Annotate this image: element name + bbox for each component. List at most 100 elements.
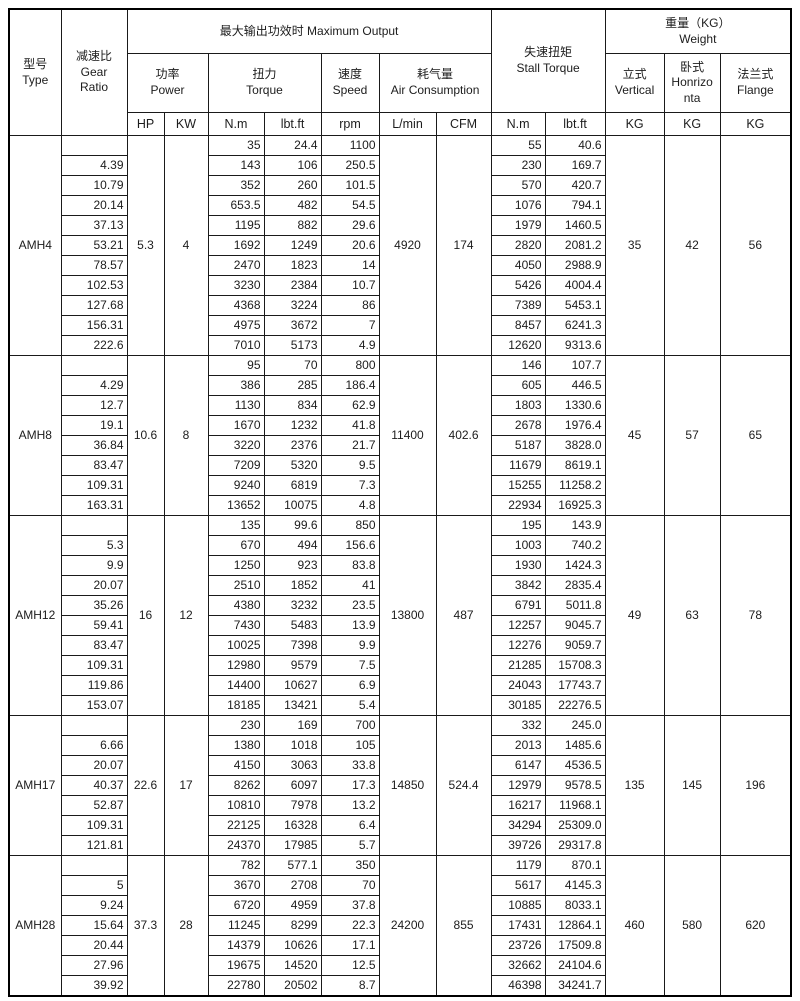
header-weight: 重量（KG） Weight: [604, 8, 792, 54]
torque-nm-cell: 2470: [207, 255, 265, 276]
stall-lbtft-cell: 9313.6: [544, 335, 606, 356]
torque-nm-cell: 4150: [207, 755, 265, 776]
torque-lbtft-cell: 882: [263, 215, 322, 236]
stall-lbtft-cell: 6241.3: [544, 315, 606, 336]
table-row: 109.31 12980 9579 7.5 21285 15708.3: [9, 655, 791, 676]
torque-lbtft-cell: 13421: [263, 695, 322, 716]
stall-lbtft-cell: 40.6: [544, 135, 606, 156]
power-hp-cell: 22.6: [126, 715, 165, 856]
gear-ratio-cell: 127.68: [60, 295, 128, 316]
table-row: AMH4 5.3 4 35 24.4 1100 4920 174 55 40.6 35 42 56: [8, 135, 792, 356]
torque-lbtft-cell: 494: [263, 535, 322, 556]
gear-ratio-cell: 78.57: [60, 255, 128, 276]
air-cfm-cell: 855: [435, 855, 492, 997]
torque-nm-cell: 230: [207, 715, 265, 736]
table-row: 39.92 22780 20502 8.7 46398 34241.7: [9, 975, 791, 997]
torque-nm-cell: 11245: [207, 915, 265, 936]
gear-ratio-cell: 109.31: [60, 655, 128, 676]
gear-ratio-cell: 83.47: [60, 455, 128, 476]
torque-nm-cell: 653.5: [207, 195, 265, 216]
gear-ratio-cell: 119.86: [60, 675, 128, 696]
weight-flange-cell: 65: [719, 355, 792, 516]
stall-lbtft-cell: 22276.5: [544, 695, 606, 716]
spec-table: 型号 Type 减速比 Gear Ratio 最大输出功效时 Maximum O…: [8, 8, 793, 997]
stall-lbtft-cell: 9578.5: [544, 775, 606, 796]
stall-lbtft-cell: 794.1: [544, 195, 606, 216]
stall-lbtft-cell: 143.9: [544, 515, 606, 536]
torque-lbtft-cell: 10075: [263, 495, 322, 516]
gear-ratio-cell: 121.81: [60, 835, 128, 856]
power-hp-cell: 37.3: [126, 855, 165, 997]
stall-nm-cell: 12979: [490, 775, 546, 796]
table-row: 20.14 653.5 482 54.5 1076 794.1: [9, 195, 791, 216]
torque-lbtft-cell: 1852: [263, 575, 322, 596]
gear-ratio-cell: 20.44: [60, 935, 128, 956]
stall-nm-cell: 332: [490, 715, 546, 736]
torque-lbtft-cell: 24.4: [263, 135, 322, 156]
weight-vertical-cell: 135: [604, 715, 665, 856]
torque-nm-cell: 1380: [207, 735, 265, 756]
torque-lbtft-cell: 7398: [263, 635, 322, 656]
torque-nm-cell: 1130: [207, 395, 265, 416]
stall-lbtft-cell: 4004.4: [544, 275, 606, 296]
table-row: AMH12 16 12 135 99.6 850 13800 487 195 143.9 49 63 7…: [8, 515, 792, 716]
stall-lbtft-cell: 107.7: [544, 355, 606, 376]
stall-nm-cell: 7389: [490, 295, 546, 316]
gear-ratio-cell: 222.6: [60, 335, 128, 356]
weight-flange-cell: 196: [719, 715, 792, 856]
stall-lbtft-cell: 1424.3: [544, 555, 606, 576]
torque-nm-cell: 7209: [207, 455, 265, 476]
stall-lbtft-cell: 29317.8: [544, 835, 606, 856]
gear-ratio-cell: 5.3: [60, 535, 128, 556]
torque-nm-cell: 19675: [207, 955, 265, 976]
gear-ratio-cell: 35.26: [60, 595, 128, 616]
table-row: 83.47 7209 5320 9.5 11679 8619.1: [9, 455, 791, 476]
torque-lbtft-cell: 10626: [263, 935, 322, 956]
speed-rpm-cell: 5.4: [320, 695, 380, 716]
torque-lbtft-cell: 6097: [263, 775, 322, 796]
gear-ratio-cell: 5: [60, 875, 128, 896]
stall-nm-cell: 55: [490, 135, 546, 156]
unit-hp: HP: [126, 112, 165, 136]
torque-lbtft-cell: 1823: [263, 255, 322, 276]
stall-nm-cell: 5617: [490, 875, 546, 896]
torque-lbtft-cell: 482: [263, 195, 322, 216]
torque-nm-cell: 4380: [207, 595, 265, 616]
gear-ratio-cell: 12.7: [60, 395, 128, 416]
speed-rpm-cell: 101.5: [320, 175, 380, 196]
unit-rpm: rpm: [320, 112, 380, 136]
torque-lbtft-cell: 5173: [263, 335, 322, 356]
table-row: 52.87 10810 7978 13.2 16217 11968.1: [9, 795, 791, 816]
torque-lbtft-cell: 10627: [263, 675, 322, 696]
table-row: 20.07 2510 1852 41 3842 2835.4: [9, 575, 791, 596]
torque-lbtft-cell: 2384: [263, 275, 322, 296]
gear-ratio-cell: 20.07: [60, 755, 128, 776]
torque-nm-cell: 352: [207, 175, 265, 196]
header-vertical: 立式 Vertical: [604, 53, 665, 113]
gear-ratio-cell: 6.66: [60, 735, 128, 756]
table-row: 4.29 386 285 186.4 605 446.5: [9, 375, 791, 396]
stall-nm-cell: 3842: [490, 575, 546, 596]
weight-flange-cell: 56: [719, 135, 792, 356]
stall-lbtft-cell: 2081.2: [544, 235, 606, 256]
speed-rpm-cell: 62.9: [320, 395, 380, 416]
stall-nm-cell: 12276: [490, 635, 546, 656]
weight-flange-cell: 620: [719, 855, 792, 997]
stall-lbtft-cell: 4536.5: [544, 755, 606, 776]
weight-flange-cell: 78: [719, 515, 792, 716]
torque-nm-cell: 670: [207, 535, 265, 556]
speed-rpm-cell: 12.5: [320, 955, 380, 976]
stall-nm-cell: 10885: [490, 895, 546, 916]
torque-lbtft-cell: 106: [263, 155, 322, 176]
speed-rpm-cell: 156.6: [320, 535, 380, 556]
gear-ratio-cell: 27.96: [60, 955, 128, 976]
stall-lbtft-cell: 740.2: [544, 535, 606, 556]
model-cell: AMH17: [8, 715, 62, 856]
gear-ratio-cell: 19.1: [60, 415, 128, 436]
speed-rpm-cell: 83.8: [320, 555, 380, 576]
speed-rpm-cell: 7.5: [320, 655, 380, 676]
unit-kg-flange: KG: [719, 112, 792, 136]
torque-nm-cell: 4975: [207, 315, 265, 336]
unit-cfm: CFM: [435, 112, 492, 136]
stall-lbtft-cell: 8033.1: [544, 895, 606, 916]
